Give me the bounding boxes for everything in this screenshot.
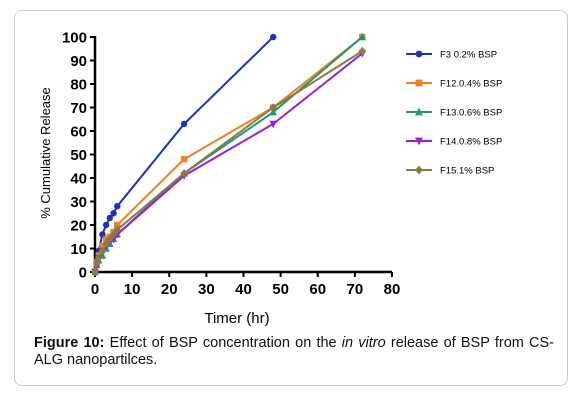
legend-label: F13.0.6% BSP (440, 108, 502, 119)
legend-item: F3 0.2% BSP (406, 50, 497, 61)
data-point (99, 242, 106, 250)
series-line (94, 52, 363, 273)
y-axis-ticks: 0 10 20 30 40 50 60 70 80 90 100 (62, 30, 95, 282)
legend-label: F15.1% BSP (440, 166, 494, 177)
data-point (269, 103, 277, 112)
legend-label: F12.0.4% BSP (440, 79, 502, 90)
data-point (95, 253, 103, 263)
data-point (106, 214, 114, 222)
y-tick-label: 10 (70, 241, 87, 258)
legend-marker (415, 79, 423, 87)
y-axis-label: % Cumulative Release (38, 87, 53, 219)
data-point (110, 210, 117, 217)
x-tick-label: 80 (384, 281, 401, 298)
legend-label: F3 0.2% BSP (440, 50, 497, 61)
caption-italic: in vitro (341, 335, 386, 351)
chart-legend: F3 0.2% BSP F12.0.4% BSP F13.0.6% BSP F14.0… (406, 50, 502, 177)
y-tick-label: 30 (70, 194, 87, 211)
legend-marker (415, 165, 423, 175)
x-tick-label: 50 (272, 281, 289, 298)
data-point (180, 156, 188, 163)
data-point (270, 33, 277, 41)
series-1 (91, 33, 277, 276)
line-chart: 0 10 20 30 40 50 60 70 80 0 10 20 30 40 50 60 70 80 90 100… (38, 30, 502, 328)
x-tick-label: 10 (124, 281, 141, 298)
data-point (180, 120, 188, 128)
x-axis-ticks: 0 10 20 30 40 50 60 70 80 (91, 272, 401, 298)
series-line (94, 36, 274, 273)
legend-marker (415, 50, 423, 58)
x-tick-label: 20 (161, 281, 178, 298)
data-point (98, 246, 107, 256)
data-point (106, 234, 114, 244)
data-point (114, 203, 121, 210)
data-point (114, 221, 121, 229)
figure-frame (14, 10, 568, 386)
series-line (94, 36, 363, 273)
x-tick-label: 60 (309, 281, 326, 298)
data-point (91, 267, 99, 277)
chart-series (91, 32, 366, 277)
legend-label: F14.0.8% BSP (440, 137, 502, 148)
data-point (102, 235, 110, 243)
y-tick-label: 50 (70, 147, 87, 164)
caption-text-after: release of BSP from CS-ALG nanopartilces… (34, 335, 554, 368)
caption-text-before: Effect of BSP concentration on the (104, 335, 342, 351)
caption-label: Figure 10: (34, 335, 105, 351)
data-point (180, 169, 188, 178)
data-point (102, 221, 110, 229)
y-tick-label: 60 (70, 124, 87, 141)
y-tick-label: 70 (70, 100, 87, 117)
legend-item: F15.1% BSP (406, 166, 494, 177)
y-tick-label: 100 (62, 30, 87, 47)
y-tick-label: 40 (70, 171, 87, 188)
data-point (269, 120, 277, 129)
x-tick-label: 30 (198, 281, 215, 298)
y-tick-label: 90 (70, 53, 87, 70)
data-point (93, 258, 101, 267)
data-point (358, 46, 366, 56)
legend-item: F12.0.4% BSP (406, 79, 502, 90)
x-tick-label: 70 (347, 281, 364, 298)
data-point (109, 230, 118, 239)
x-tick-label: 0 (91, 281, 99, 298)
legend-marker (415, 107, 423, 116)
x-tick-label: 40 (235, 281, 252, 298)
y-tick-label: 20 (70, 218, 87, 235)
data-point (358, 32, 366, 41)
series-4 (91, 50, 366, 277)
legend-marker (415, 137, 423, 146)
data-point (113, 225, 121, 234)
x-axis-label: Timer (hr) (204, 310, 269, 327)
series-line (94, 36, 363, 273)
chart-axes (93, 36, 392, 274)
y-tick-label: 0 (79, 265, 87, 282)
data-point (102, 239, 110, 248)
legend-item: F13.0.6% BSP (406, 108, 502, 119)
y-tick-label: 80 (70, 77, 87, 94)
series-5 (91, 46, 366, 277)
series-3 (91, 32, 366, 276)
legend-item: F14.0.8% BSP (406, 137, 502, 148)
figure-caption: Figure 10: Effect of BSP concentration o… (34, 335, 554, 369)
